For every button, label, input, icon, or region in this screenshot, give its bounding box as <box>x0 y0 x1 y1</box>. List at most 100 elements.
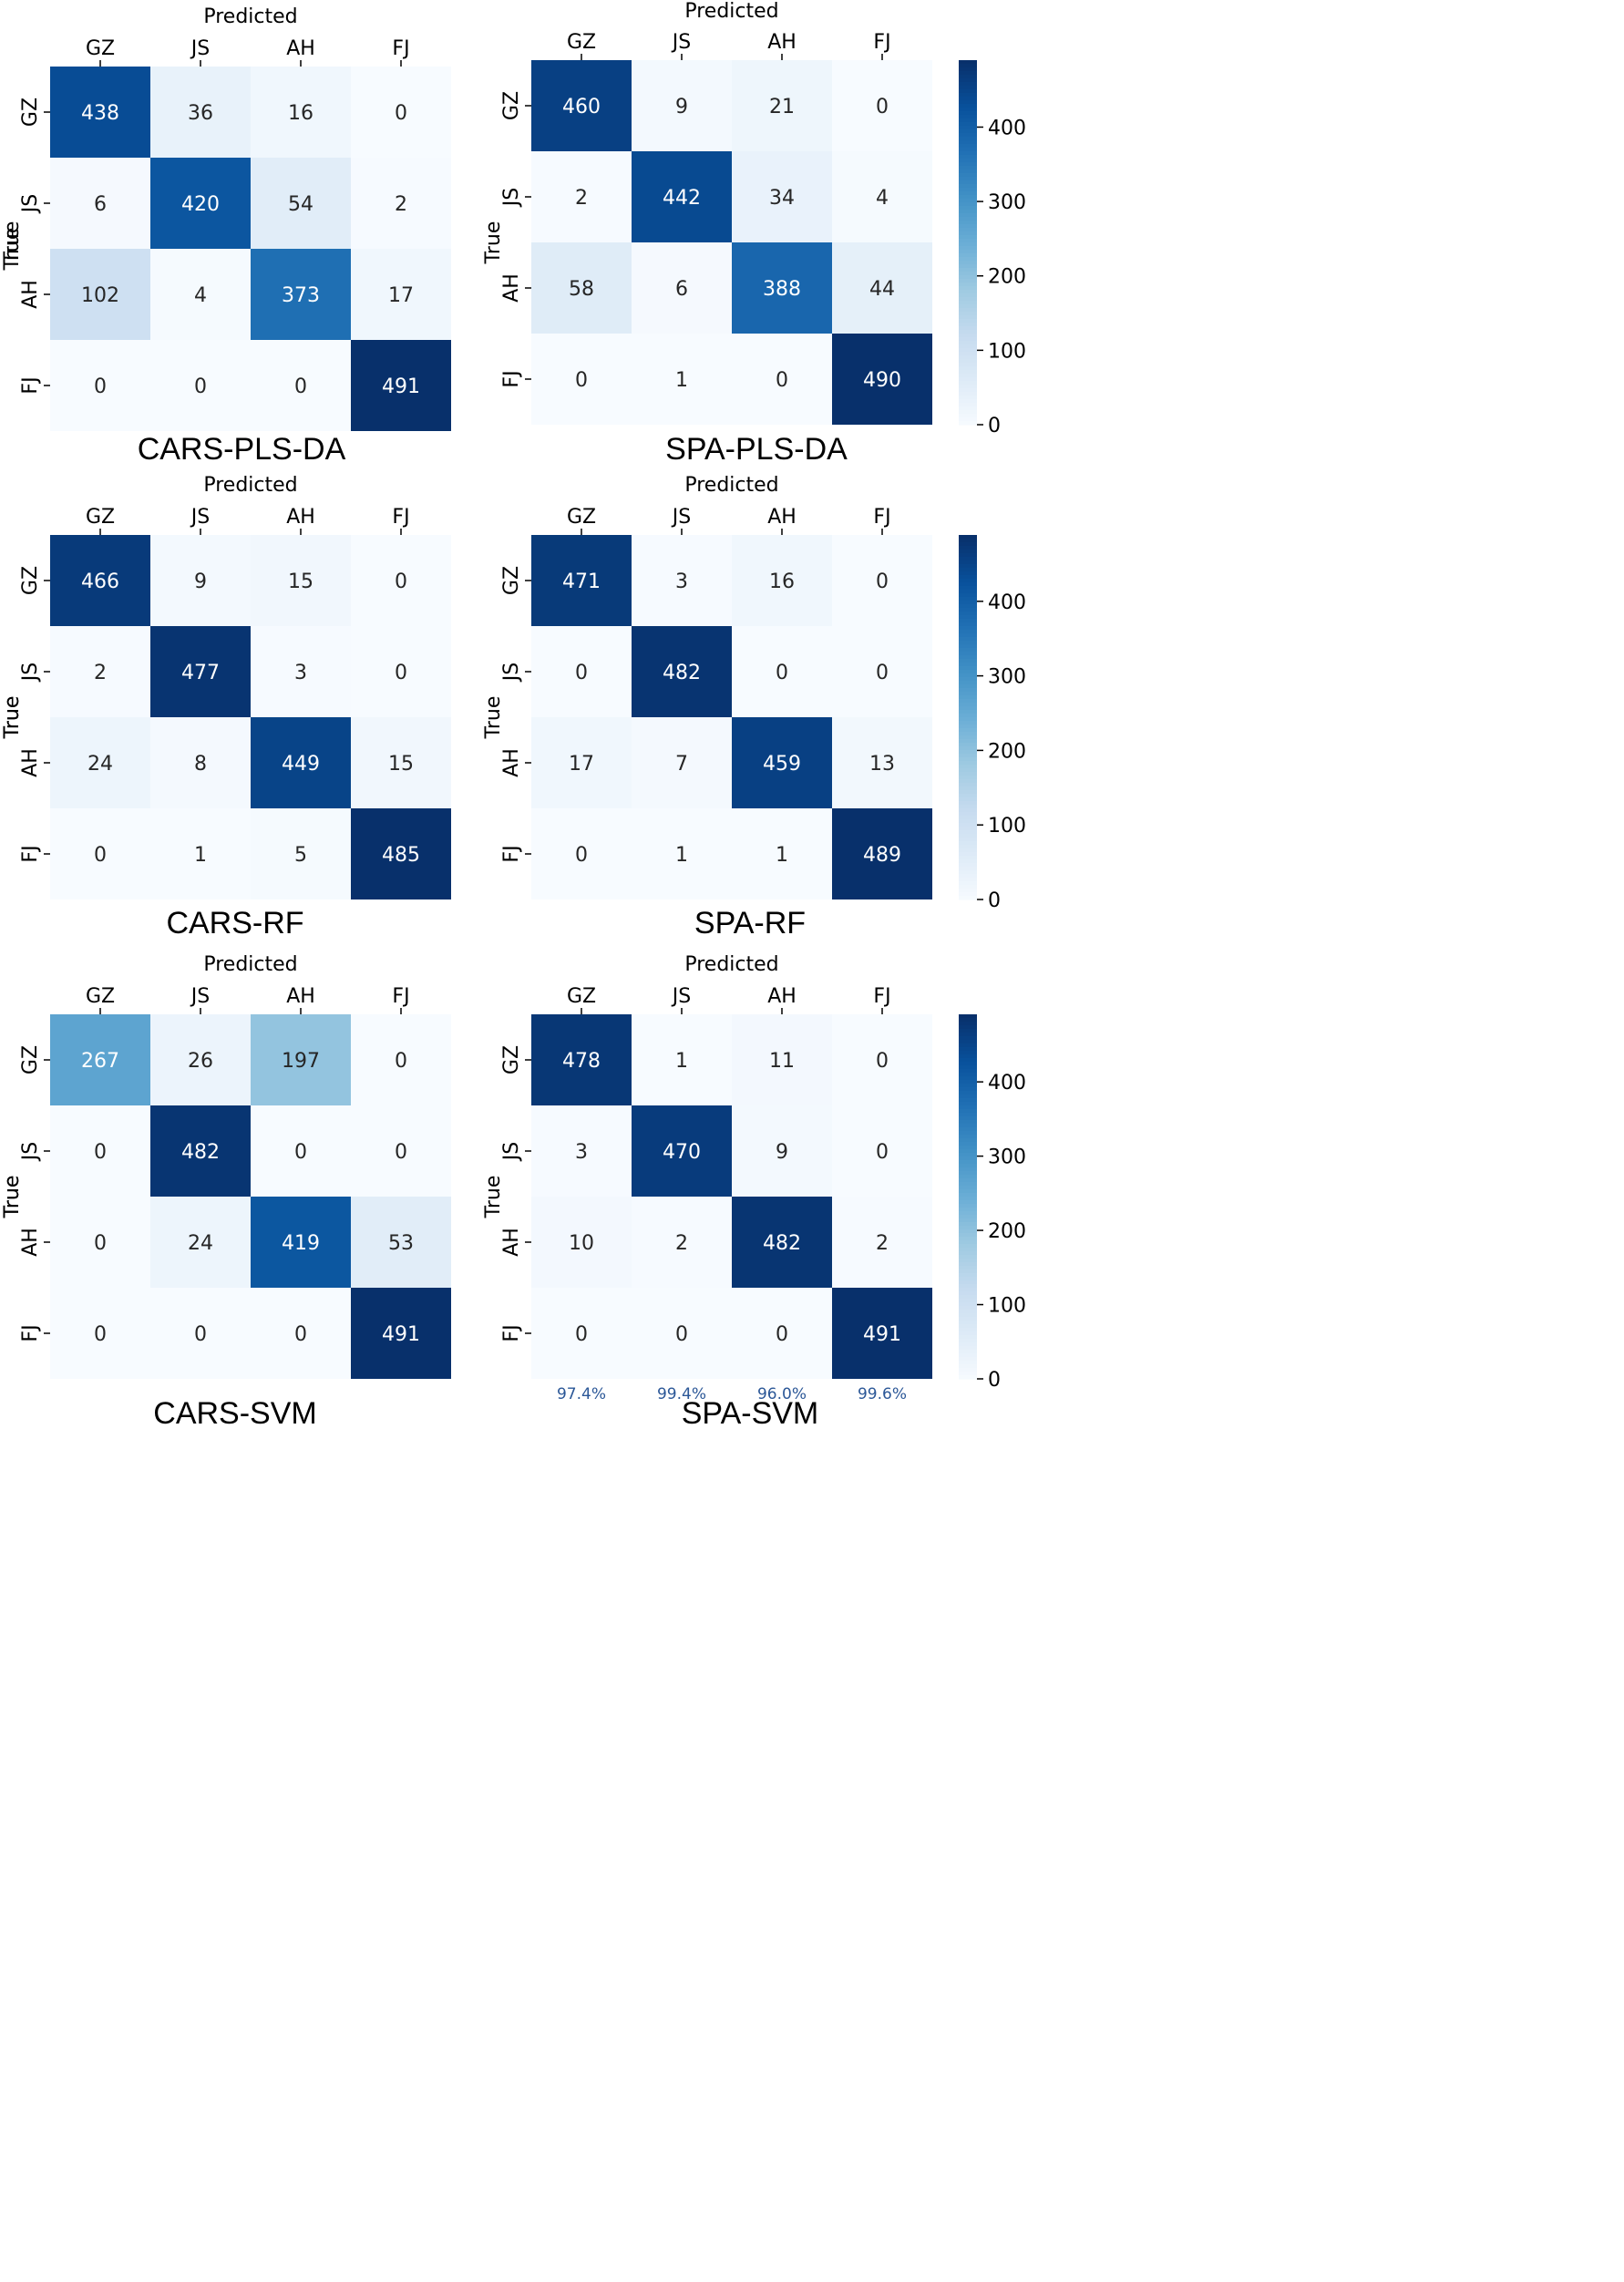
cell-value-label: 0 <box>395 570 407 593</box>
colorbar-segment <box>959 355 977 360</box>
colorbar-segment <box>959 1306 977 1311</box>
colorbar-segment <box>959 253 977 258</box>
cell-value-label: 58 <box>569 278 594 301</box>
colorbar-segment <box>959 1331 977 1336</box>
heatmap-cell <box>351 67 451 158</box>
colorbar-segment <box>959 1043 977 1048</box>
heatmap-cell <box>732 1014 832 1105</box>
heatmap-cell <box>150 67 251 158</box>
colorbar-segment <box>959 681 977 685</box>
colorbar-segment <box>959 874 977 879</box>
heatmap-cell <box>632 535 732 626</box>
colorbar-segment <box>959 1280 977 1285</box>
colorbar-segment <box>959 1171 977 1176</box>
heatmap-cell <box>351 1197 451 1288</box>
colorbar-segment <box>959 64 977 68</box>
y-tick-label: GZ <box>19 566 42 595</box>
y-tick-label: AH <box>500 1228 523 1257</box>
colorbar-segment <box>959 78 977 83</box>
heatmap-cell <box>251 535 351 626</box>
colorbar-segment <box>959 819 977 824</box>
cell-value-label: 0 <box>575 1323 588 1346</box>
y-tick-label: FJ <box>19 1324 42 1341</box>
colorbar-segment <box>959 735 977 740</box>
cell-value-label: 2 <box>395 193 407 216</box>
colorbar-segment <box>959 1047 977 1052</box>
cell-value-label: 9 <box>675 96 688 118</box>
y-tick-label: AH <box>19 280 42 309</box>
colorbar-segment <box>959 1204 977 1208</box>
colorbar-segment <box>959 166 977 170</box>
colorbar-tick-label: 100 <box>988 815 1026 838</box>
cell-value-label: 0 <box>395 1141 407 1164</box>
colorbar-segment <box>959 1051 977 1055</box>
x-tick-label: GZ <box>86 985 115 1008</box>
colorbar-segment <box>959 641 977 645</box>
cell-value-label: 15 <box>388 753 414 776</box>
heatmap-cell <box>531 1197 632 1288</box>
colorbar-segment <box>959 140 977 145</box>
heatmap-cell <box>632 334 732 425</box>
colorbar-segment <box>959 575 977 580</box>
cell-value-label: 6 <box>94 193 107 216</box>
colorbar-tick-label: 100 <box>988 340 1026 363</box>
colorbar-segment <box>959 1277 977 1281</box>
colorbar-segment <box>959 86 977 90</box>
colorbar-tick-label: 200 <box>988 266 1026 289</box>
colorbar-tick-label: 300 <box>988 1146 1026 1169</box>
colorbar: 0 100 200 300 400 <box>959 535 1026 912</box>
panel-title: SPA-SVM <box>682 1396 819 1431</box>
colorbar-segment <box>959 1317 977 1321</box>
colorbar-segment <box>959 344 977 349</box>
colorbar-segment <box>959 739 977 744</box>
colorbar-segment <box>959 870 977 875</box>
colorbar-segment <box>959 414 977 418</box>
cell-value-label: 0 <box>94 1323 107 1346</box>
colorbar-segment <box>959 1262 977 1267</box>
cell-value-label: 13 <box>869 753 895 776</box>
colorbar-segment <box>959 82 977 87</box>
colorbar-segment <box>959 1240 977 1245</box>
colorbar-segment <box>959 794 977 798</box>
heatmap-cell <box>150 535 251 626</box>
colorbar-segment <box>959 60 977 65</box>
cell-value-label: 2 <box>876 1232 889 1255</box>
colorbar-segment <box>959 859 977 864</box>
colorbar-segment <box>959 374 977 378</box>
colorbar-segment <box>959 1244 977 1249</box>
cell-value-label: 0 <box>876 1141 889 1164</box>
y-tick-label: GZ <box>19 98 42 127</box>
y-tick-label: JS <box>500 188 523 208</box>
x-axis-label: Predicted <box>684 953 778 976</box>
colorbar-segment <box>959 1033 977 1037</box>
colorbar-segment <box>959 816 977 820</box>
heatmap-cell <box>732 60 832 151</box>
colorbar-segment <box>959 717 977 722</box>
colorbar-segment <box>959 396 977 400</box>
x-tick-label: FJ <box>392 506 409 529</box>
colorbar-segment <box>959 370 977 375</box>
colorbar-segment <box>959 272 977 276</box>
cell-value-label: 4 <box>876 187 889 210</box>
cell-value-label: 3 <box>675 570 688 593</box>
colorbar-segment <box>959 896 977 900</box>
colorbar-segment <box>959 1313 977 1318</box>
y-axis-label: True <box>1 696 24 740</box>
colorbar-segment <box>959 1095 977 1099</box>
colorbar-segment <box>959 246 977 251</box>
colorbar-segment <box>959 1299 977 1303</box>
cell-value-label: 1 <box>675 844 688 867</box>
colorbar-segment <box>959 180 977 185</box>
colorbar-segment <box>959 776 977 780</box>
heatmap-cell <box>531 1288 632 1379</box>
colorbar-segment <box>959 1248 977 1252</box>
colorbar-segment <box>959 1193 977 1198</box>
heatmap-cell <box>50 158 150 249</box>
heatmap-cell <box>832 535 932 626</box>
cell-value-label: 1 <box>776 844 788 867</box>
colorbar-segment <box>959 312 977 316</box>
colorbar-segment <box>959 1113 977 1117</box>
heatmap-cell <box>150 717 251 808</box>
colorbar-segment <box>959 1178 977 1183</box>
cell-value-label: 0 <box>194 375 207 398</box>
